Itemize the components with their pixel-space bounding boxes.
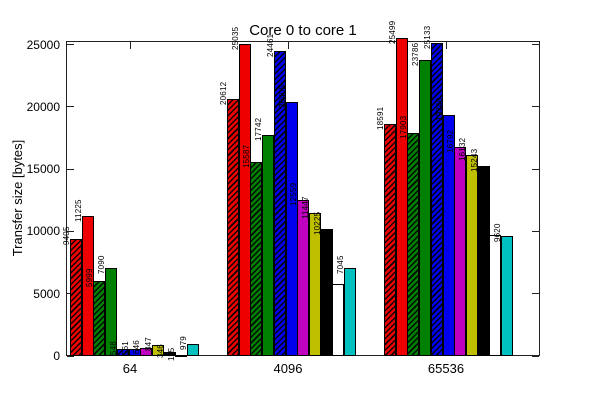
bar-value-label: 9620 (493, 223, 502, 242)
y-axis-label: Transfer size [bytes] (10, 139, 25, 257)
bar-green-hatched-64 (93, 281, 106, 356)
y-tick-label: 0 (53, 349, 60, 363)
y-tick-label: 5000 (33, 286, 60, 301)
bar-value-label: 25499 (387, 20, 397, 44)
bar-value-label: 16132 (457, 137, 467, 161)
bar-blue-hatched-65536 (430, 43, 443, 356)
bar-white-solid-4096 (332, 284, 345, 356)
y-tick-right (532, 44, 539, 45)
y-tick-right (532, 293, 539, 295)
y-tick-label: 15000 (26, 162, 60, 177)
bar-olive-solid-65536 (465, 155, 478, 356)
bar-magenta-solid-64 (140, 348, 153, 356)
bar-cyan-solid-64 (187, 344, 199, 356)
bar-blue-solid-4096 (285, 102, 298, 356)
bar-value-label: 16792 (446, 129, 456, 153)
bar-red-solid-4096 (238, 44, 251, 356)
bar-value-label: 346 (155, 344, 165, 358)
x-category-label: 64 (122, 361, 138, 376)
bar-value-label: 979 (179, 336, 188, 350)
bar-value-label: 15587 (242, 144, 252, 168)
bar-value-label: 25035 (230, 26, 240, 50)
y-tick-right (532, 230, 539, 232)
bar-value-label: 7045 (336, 255, 345, 274)
bar-value-label: 25133 (422, 25, 432, 49)
bar-value-label: 24461 (265, 33, 275, 57)
bar-black-solid-65536 (477, 166, 490, 356)
bar-value-label: 5754 (324, 271, 334, 290)
x-tick-top (130, 42, 131, 49)
bar-green-hatched-4096 (250, 162, 263, 356)
bar-value-label: 9733 (481, 222, 491, 241)
bar-value-label: 646 (132, 340, 142, 354)
bar-red-solid-64 (81, 216, 94, 356)
bar-cyan-solid-65536 (501, 236, 513, 356)
bar-white-solid-64 (175, 355, 188, 357)
bar-green-solid-65536 (419, 60, 432, 356)
bar-blue-hatched-64 (116, 349, 129, 356)
bar-value-label: 847 (143, 337, 153, 351)
y-tick-label: 20000 (26, 99, 60, 114)
bar-value-label: 548 (108, 341, 118, 355)
bar-value-label: 18591 (376, 106, 385, 130)
y-tick-right (532, 168, 539, 170)
bar-olive-solid-4096 (308, 213, 321, 356)
bar-value-label: 7090 (97, 255, 107, 274)
bar-value-label: 20405 (277, 84, 287, 108)
bar-green-hatched-65536 (407, 133, 420, 356)
bar-magenta-solid-4096 (297, 200, 310, 356)
bar-olive-solid-64 (151, 345, 164, 356)
bar-blue-hatched-4096 (273, 51, 286, 356)
bar-red-solid-65536 (395, 38, 408, 356)
bar-value-label: 17903 (399, 115, 409, 139)
x-category-label: 65536 (427, 361, 465, 376)
bar-red-hatched-64 (70, 239, 82, 356)
y-tick-left (67, 230, 74, 232)
x-tick-top (288, 42, 289, 49)
bar-green-solid-64 (105, 268, 118, 356)
bar-value-label: 10225 (312, 211, 322, 235)
y-tick-left (67, 106, 74, 108)
bar-value-label: 9405 (62, 226, 71, 245)
bar-blue-solid-65536 (442, 115, 455, 356)
bar-value-label: 20612 (219, 81, 228, 105)
x-category-label: 4096 (273, 361, 303, 376)
bar-white-solid-65536 (489, 235, 502, 356)
bar-value-label: 11225 (73, 199, 83, 222)
bar-cyan-solid-4096 (344, 268, 356, 356)
bar-black-solid-4096 (320, 229, 333, 356)
bar-value-label: 5999 (85, 268, 95, 287)
y-tick-label: 25000 (26, 37, 60, 52)
y-tick-left (67, 168, 74, 170)
bar-value-label: 15243 (469, 148, 479, 172)
y-tick-right (532, 355, 539, 357)
bar-value-label: 11447 (300, 196, 310, 219)
bar-value-label: 23786 (411, 42, 421, 66)
y-tick-left (67, 44, 74, 45)
bar-value-label: 12559 (289, 182, 299, 206)
bar-value-label: 19348 (434, 97, 444, 121)
bar-blue-solid-64 (128, 349, 141, 356)
y-tick-label: 10000 (26, 224, 60, 239)
y-tick-left (67, 355, 74, 357)
bar-black-solid-64 (163, 352, 176, 356)
bar-red-hatched-65536 (384, 124, 396, 356)
bar-value-label: 115 (167, 347, 177, 361)
bar-value-label: 17742 (254, 117, 264, 141)
y-tick-right (532, 106, 539, 108)
chart-title: Core 0 to core 1 (249, 22, 357, 39)
bar-value-label: 561 (120, 341, 130, 355)
x-tick-top (446, 42, 447, 49)
bar-red-hatched-4096 (227, 99, 239, 356)
bar-green-solid-4096 (262, 135, 275, 356)
bar-magenta-solid-65536 (454, 147, 467, 356)
